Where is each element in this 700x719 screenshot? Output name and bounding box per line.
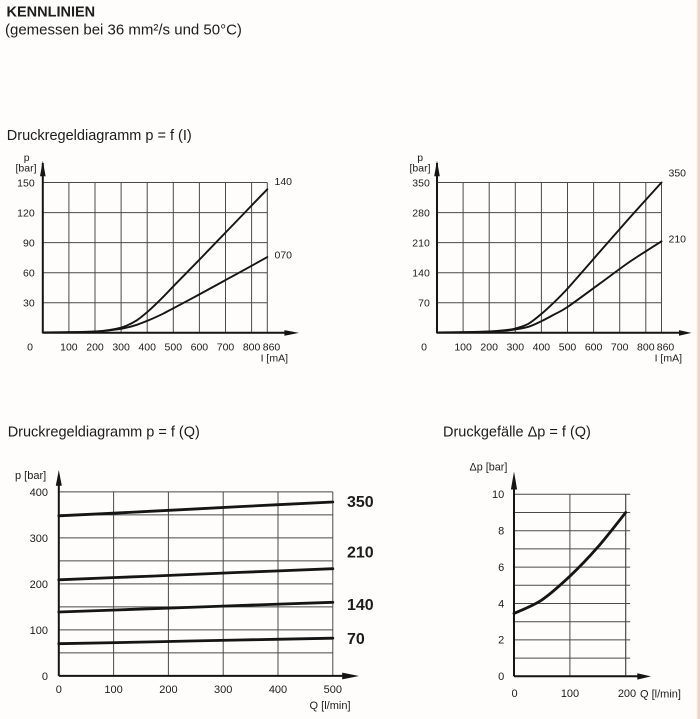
svg-text:600: 600: [585, 342, 603, 354]
svg-text:350: 350: [347, 494, 374, 511]
svg-text:150: 150: [17, 177, 35, 189]
svg-text:70: 70: [347, 631, 365, 648]
svg-text:600: 600: [191, 342, 209, 354]
svg-text:200: 200: [618, 688, 636, 700]
svg-text:500: 500: [165, 342, 183, 354]
svg-text:70: 70: [418, 298, 430, 310]
svg-text:0: 0: [56, 684, 62, 696]
svg-text:Druckgefälle Δp = f (Q): Druckgefälle Δp = f (Q): [443, 425, 591, 441]
svg-text:300: 300: [214, 684, 232, 696]
svg-text:140: 140: [275, 176, 293, 188]
svg-text:p: p: [417, 152, 423, 164]
svg-text:0: 0: [27, 342, 33, 354]
svg-text:(gemessen bei 36 mm²/s und 50°: (gemessen bei 36 mm²/s und 50°C): [5, 21, 242, 38]
svg-text:400: 400: [269, 684, 287, 696]
svg-text:860: 860: [263, 342, 281, 354]
svg-text:400: 400: [138, 342, 156, 354]
svg-text:Q [l/min]: Q [l/min]: [640, 688, 681, 700]
svg-text:p [bar]: p [bar]: [15, 470, 46, 482]
svg-text:210: 210: [669, 234, 687, 246]
svg-text:6: 6: [498, 562, 504, 574]
svg-text:200: 200: [86, 342, 104, 354]
svg-text:300: 300: [507, 342, 525, 354]
svg-text:200: 200: [159, 684, 177, 696]
svg-text:90: 90: [23, 237, 35, 249]
svg-text:2: 2: [498, 635, 504, 647]
svg-text:0: 0: [421, 342, 427, 354]
svg-text:140: 140: [412, 268, 430, 280]
svg-text:I [mA]: I [mA]: [261, 353, 289, 365]
svg-text:100: 100: [30, 625, 48, 637]
svg-text:p: p: [24, 152, 30, 164]
svg-text:200: 200: [480, 342, 498, 354]
svg-text:60: 60: [23, 268, 35, 280]
svg-text:860: 860: [657, 342, 675, 354]
svg-text:700: 700: [217, 342, 235, 354]
svg-text:500: 500: [324, 684, 342, 696]
svg-text:Druckregeldiagramm p = f (I): Druckregeldiagramm p = f (I): [7, 128, 192, 144]
svg-text:0: 0: [498, 671, 504, 683]
svg-text:10: 10: [492, 489, 504, 501]
svg-text:140: 140: [347, 597, 374, 614]
svg-text:300: 300: [112, 342, 130, 354]
svg-text:100: 100: [60, 342, 78, 354]
svg-text:30: 30: [23, 298, 35, 310]
svg-text:Q [l/min]: Q [l/min]: [310, 700, 351, 712]
svg-text:0: 0: [42, 671, 48, 683]
svg-text:[bar]: [bar]: [409, 163, 430, 175]
svg-text:4: 4: [498, 598, 504, 610]
svg-text:Druckregeldiagramm p = f (Q): Druckregeldiagramm p = f (Q): [8, 425, 200, 441]
svg-text:[bar]: [bar]: [15, 163, 36, 175]
svg-text:I [mA]: I [mA]: [655, 353, 683, 365]
svg-text:120: 120: [17, 207, 35, 219]
svg-text:350: 350: [669, 168, 687, 180]
svg-text:KENNLINIEN: KENNLINIEN: [7, 5, 96, 21]
svg-text:400: 400: [30, 487, 48, 499]
svg-text:500: 500: [559, 342, 577, 354]
svg-text:8: 8: [498, 526, 504, 538]
svg-text:100: 100: [561, 688, 579, 700]
svg-text:200: 200: [30, 579, 48, 591]
svg-text:350: 350: [412, 178, 430, 190]
svg-text:700: 700: [611, 342, 629, 354]
svg-text:800: 800: [637, 342, 655, 354]
svg-text:210: 210: [347, 545, 374, 562]
svg-text:100: 100: [454, 342, 472, 354]
svg-text:0: 0: [511, 688, 517, 700]
svg-text:400: 400: [533, 342, 551, 354]
svg-text:280: 280: [412, 208, 430, 220]
svg-text:070: 070: [275, 250, 293, 262]
svg-text:Δp [bar]: Δp [bar]: [470, 462, 508, 474]
svg-text:300: 300: [30, 533, 48, 545]
svg-text:210: 210: [412, 238, 430, 250]
svg-text:100: 100: [104, 684, 122, 696]
svg-text:800: 800: [243, 342, 261, 354]
